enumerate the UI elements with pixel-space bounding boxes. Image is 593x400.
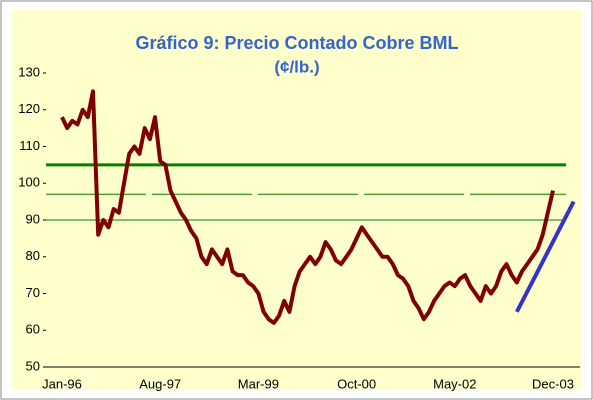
y-tick-label: 90 [26, 211, 40, 226]
x-tick-label: Dec-03 [532, 376, 574, 391]
trend-line [515, 200, 576, 313]
y-tick-label: 130 [18, 64, 40, 79]
y-tick-label: 70 [26, 285, 40, 300]
series-line [60, 89, 555, 325]
x-tick-label: Mar-99 [238, 376, 279, 391]
x-tick-label: Aug-97 [139, 376, 181, 391]
y-tick-label: 50 [26, 358, 40, 373]
x-tick-label: Jan-96 [42, 376, 82, 391]
x-tick-label: Oct-00 [337, 376, 376, 391]
y-tick-label: 110 [19, 138, 40, 153]
y-tick-label: 100 [18, 175, 40, 190]
y-tick-label: 120 [18, 101, 40, 116]
y-tick-label: 80 [26, 248, 40, 263]
chart-title: Gráfico 9: Precio Contado Cobre BML [135, 33, 458, 53]
chart-subtitle: (¢/lb.) [274, 57, 319, 76]
x-tick-label: May-02 [433, 376, 476, 391]
plot-background [12, 10, 582, 390]
y-tick-label: 60 [26, 322, 40, 337]
